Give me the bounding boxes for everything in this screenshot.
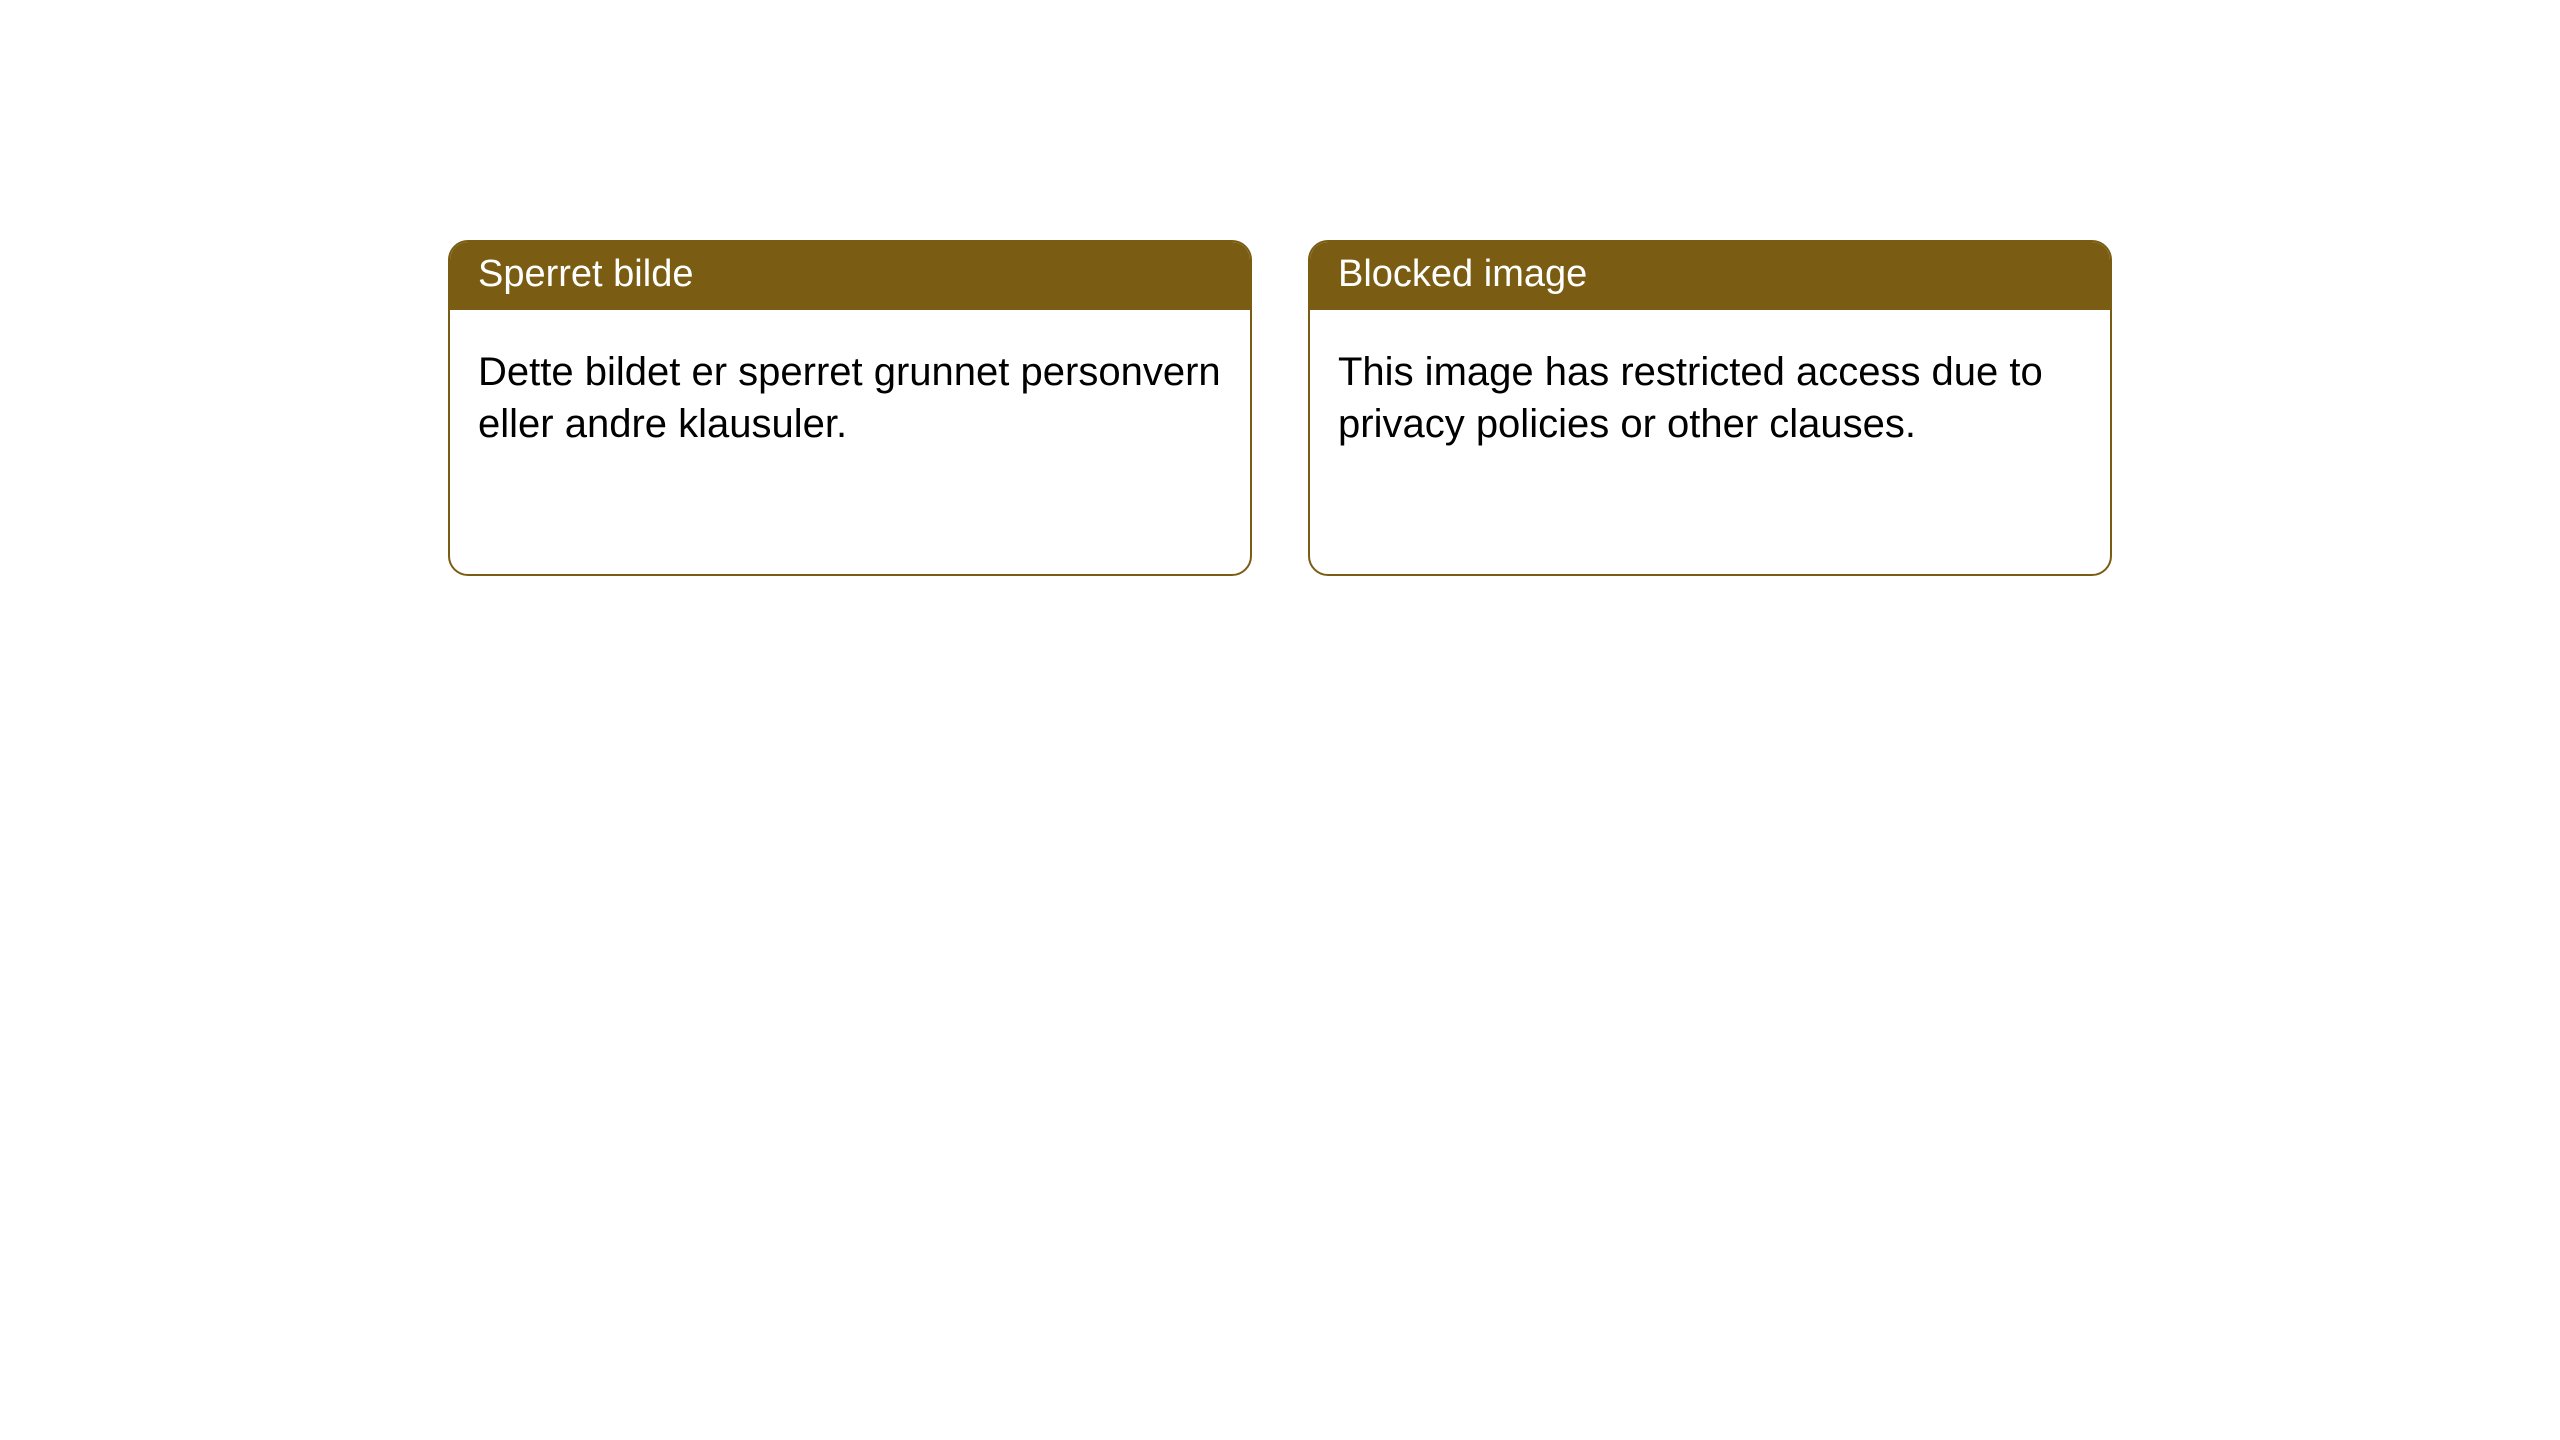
card-body-no: Dette bildet er sperret grunnet personve…	[450, 310, 1250, 486]
card-header-no: Sperret bilde	[450, 242, 1250, 310]
blocked-image-card-no: Sperret bilde Dette bildet er sperret gr…	[448, 240, 1252, 576]
blocked-image-card-en: Blocked image This image has restricted …	[1308, 240, 2112, 576]
card-header-en: Blocked image	[1310, 242, 2110, 310]
card-container: Sperret bilde Dette bildet er sperret gr…	[0, 0, 2560, 576]
card-body-en: This image has restricted access due to …	[1310, 310, 2110, 486]
